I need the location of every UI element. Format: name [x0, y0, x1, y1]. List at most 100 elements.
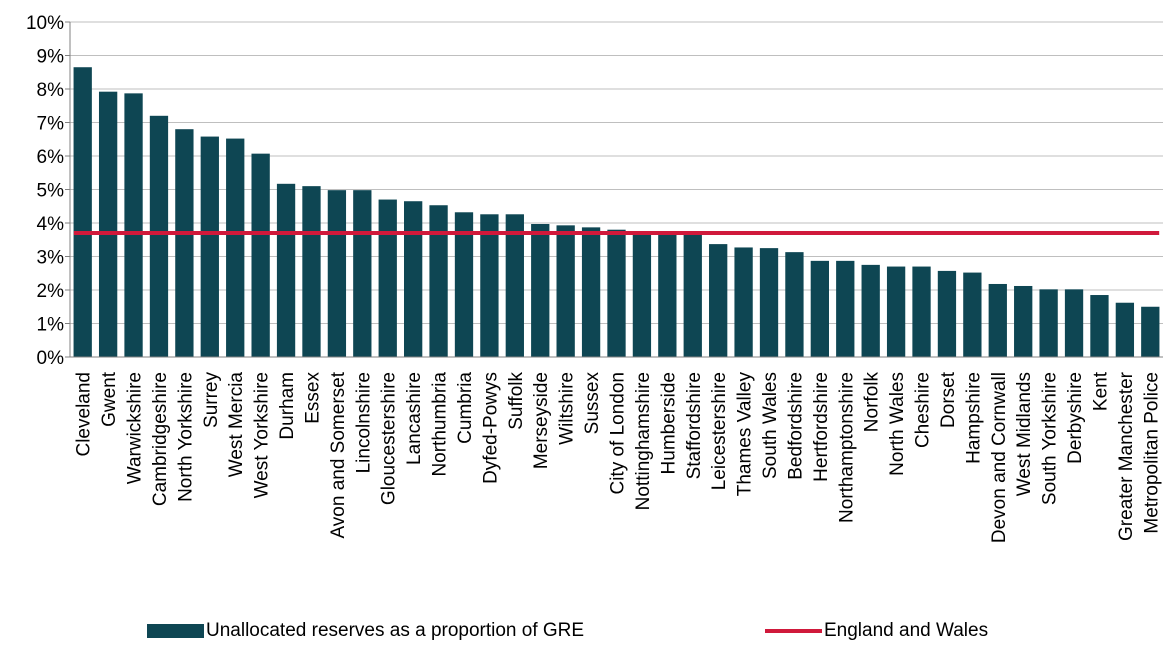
bar: [658, 234, 677, 357]
y-axis-tick-labels: 0% 1% 2% 3% 4% 5% 6% 7% 8% 9% 10%: [26, 13, 64, 369]
x-category-label: North Yorkshire: [175, 372, 196, 502]
bar: [709, 244, 728, 357]
x-category-label: Humberside: [658, 372, 679, 474]
bar: [200, 136, 219, 357]
x-category-label: Merseyside: [531, 372, 552, 469]
x-category-label: Derbyshire: [1065, 372, 1086, 464]
bar: [454, 212, 474, 357]
x-category-label: Surrey: [201, 372, 222, 428]
bar: [1141, 306, 1160, 357]
x-category-label: Northumbria: [430, 372, 451, 477]
bar: [1014, 285, 1033, 357]
x-category-label: Hampshire: [963, 372, 984, 464]
y-tick-label: 8%: [37, 80, 65, 101]
bar: [861, 264, 880, 357]
bar: [734, 247, 753, 357]
x-category-label: Wiltshire: [557, 372, 578, 445]
bar: [480, 214, 499, 357]
bar: [531, 224, 550, 357]
x-category-label: Sussex: [582, 372, 603, 435]
x-category-label: Bedfordshire: [785, 372, 806, 480]
x-category-label: West Midlands: [1014, 372, 1035, 496]
x-category-label: South Wales: [760, 372, 781, 479]
x-category-label: Northamptonshire: [836, 372, 857, 523]
x-category-label: Leicestershire: [709, 372, 730, 490]
x-category-label: Norfolk: [862, 372, 883, 433]
legend-item-bars: Unallocated reserves as a proportion of …: [147, 620, 584, 642]
bar: [607, 229, 626, 357]
bar: [963, 272, 982, 357]
x-category-label: Kent: [1090, 371, 1111, 411]
bar: [1039, 289, 1058, 357]
bar: [912, 266, 931, 357]
x-category-label: Durham: [277, 372, 298, 440]
x-category-label: Suffolk: [506, 372, 527, 430]
bar: [98, 91, 118, 358]
bar: [276, 183, 296, 357]
bar: [581, 227, 601, 357]
bar: [429, 205, 448, 357]
bar: [1090, 295, 1109, 357]
x-category-label: Metropolitan Police: [1141, 372, 1162, 534]
x-category-label: Avon and Somerset: [328, 371, 349, 538]
bar: [404, 201, 423, 357]
bar: [149, 115, 169, 357]
bar: [683, 234, 702, 357]
y-tick-label: 10%: [26, 13, 64, 34]
x-category-label: Dyfed-Powys: [480, 372, 501, 484]
bar: [302, 186, 321, 357]
bar: [175, 129, 194, 357]
y-tick-label: 9%: [37, 47, 65, 68]
y-tick-label: 5%: [37, 181, 65, 202]
x-category-label: Essex: [302, 372, 323, 424]
x-category-label: Nottinghamshire: [633, 372, 654, 510]
bar: [759, 248, 779, 357]
y-tick-label: 1%: [37, 315, 65, 336]
x-category-label: West Yorkshire: [252, 372, 273, 498]
legend: Unallocated reserves as a proportion of …: [0, 620, 1169, 650]
x-category-label: West Mercia: [226, 372, 247, 478]
x-axis-category-labels: Cleveland Gwent Warwickshire Cambridgeshire…: [74, 371, 1163, 543]
x-category-label: Gloucestershire: [379, 372, 400, 505]
bar: [378, 199, 397, 357]
legend-line-label: England and Wales: [824, 620, 989, 641]
x-category-label: Cheshire: [913, 372, 934, 448]
legend-item-line: England and Wales: [765, 620, 988, 642]
bar: [785, 252, 804, 357]
x-category-label: Lancashire: [404, 372, 425, 465]
x-category-label: City of London: [608, 372, 629, 495]
x-category-label: Thames Valley: [735, 372, 756, 497]
bar: [1115, 302, 1135, 357]
y-tick-label: 7%: [37, 114, 65, 135]
bar: [1064, 289, 1084, 357]
legend-line-swatch: [765, 629, 822, 633]
x-category-label: Cleveland: [74, 372, 95, 457]
x-category-label: Cumbria: [455, 372, 476, 444]
bar: [226, 138, 245, 357]
bar: [505, 214, 524, 357]
y-tick-label: 3%: [37, 248, 65, 269]
x-category-label: Devon and Cornwall: [989, 372, 1010, 543]
axes: [65, 21, 1163, 358]
bar: [836, 260, 855, 357]
bar: [251, 153, 270, 357]
bar: [632, 233, 652, 357]
bar: [353, 190, 372, 357]
bars: [73, 67, 1160, 358]
bar: [327, 190, 347, 357]
x-category-label: Cambridgeshire: [150, 372, 171, 506]
x-category-label: Warwickshire: [125, 372, 146, 484]
x-category-label: Staffordshire: [684, 372, 705, 479]
legend-bar-swatch: [147, 624, 204, 638]
bar: [124, 93, 143, 357]
bar: [937, 270, 957, 357]
bar: [988, 283, 1007, 357]
x-category-label: Dorset: [938, 371, 959, 428]
y-tick-label: 0%: [37, 348, 65, 369]
y-tick-label: 4%: [37, 214, 65, 235]
x-category-label: Hertfordshire: [811, 372, 832, 482]
x-category-label: Gwent: [99, 371, 120, 427]
y-tick-label: 2%: [37, 281, 65, 302]
bar: [73, 67, 92, 357]
x-category-label: Greater Manchester: [1116, 371, 1137, 541]
